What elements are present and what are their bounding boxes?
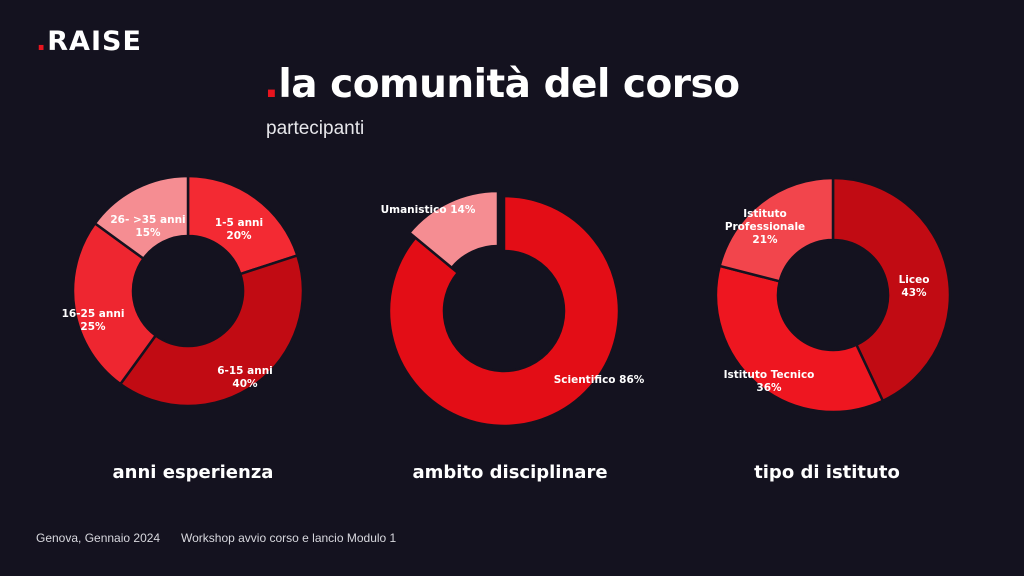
chart-caption-anni-esperienza: anni esperienza <box>112 462 274 483</box>
title-text: la comunità del corso <box>278 62 740 107</box>
donut-slice-16-25-anni <box>71 221 158 386</box>
donut-slice-liceo <box>831 176 952 403</box>
slice-label-istituto-professionale: Istituto Professionale 21% <box>725 208 805 246</box>
slice-label-26-35-anni: 26- >35 anni 15% <box>110 214 185 239</box>
title-dot: . <box>264 62 279 107</box>
page-subtitle: partecipanti <box>266 118 365 139</box>
slice-label-istituto-tecnico: Istituto Tecnico 36% <box>724 369 815 394</box>
footer-event: Workshop avvio corso e lancio Modulo 1 <box>181 531 397 545</box>
page-title: .la comunità del corso <box>264 62 740 107</box>
slice-label-liceo: Liceo 43% <box>899 274 930 299</box>
slice-label-scientifico: Scientifico 86% <box>554 374 645 386</box>
logo-text: RAISE <box>47 26 142 57</box>
donut-svg: Scientifico 86% Umanistico 14% <box>381 189 645 428</box>
donut-slice-umanistico <box>407 189 500 270</box>
donut-slice-istituto-tecnico <box>714 264 885 414</box>
chart-ambito-disciplinare: Scientifico 86% Umanistico 14% <box>356 170 656 450</box>
slice-label-16-25-anni: 16-25 anni 25% <box>62 308 125 333</box>
chart-caption-ambito-disciplinare: ambito disciplinare <box>412 462 608 483</box>
donut-svg: 1-5 anni 20% 6-15 anni 40% 16-25 anni 25% 26- … <box>62 174 305 408</box>
donut-svg: Liceo 43% Istituto Tecnico 36% Istituto Profe… <box>714 176 952 414</box>
chart-tipo-di-istituto: Liceo 43% Istituto Tecnico 36% Istituto Profe… <box>677 170 977 450</box>
footer-location-date: Genova, Gennaio 2024 <box>36 531 161 545</box>
slice-label-umanistico: Umanistico 14% <box>381 204 476 216</box>
donut-slice-26-35-anni <box>93 174 190 261</box>
chart-caption-tipo-di-istituto: tipo di istituto <box>754 462 900 483</box>
donut-slice-istituto-professionale <box>718 176 835 283</box>
slice-label-6-15-anni: 6-15 anni 40% <box>217 365 273 390</box>
logo-dot: . <box>36 26 48 57</box>
donut-slice-scientifico <box>387 194 621 428</box>
raise-logo: .RAISE <box>36 26 142 57</box>
chart-anni-esperienza: 1-5 anni 20% 6-15 anni 40% 16-25 anni 25% 26- … <box>38 170 338 450</box>
donut-slice-6-15-anni <box>118 253 305 408</box>
donut-slice-1-5-anni <box>186 174 299 276</box>
slice-label-1-5-anni: 1-5 anni 20% <box>215 217 263 242</box>
